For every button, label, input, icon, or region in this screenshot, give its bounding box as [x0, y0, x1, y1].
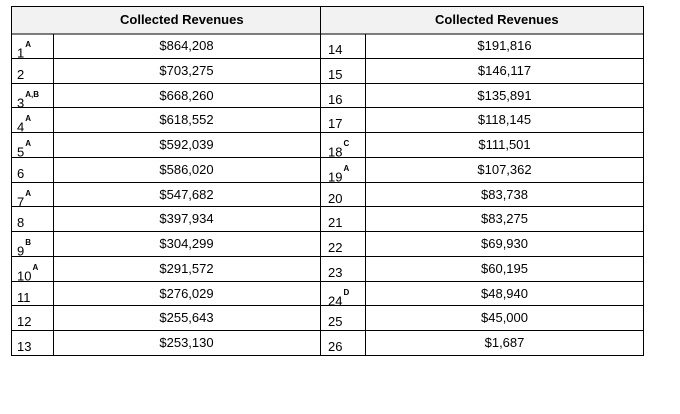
collected-revenue-value: $291,572 — [159, 260, 214, 276]
rank-cell: 5A — [17, 139, 32, 160]
rank-cell: 8 — [17, 216, 24, 229]
rank-number: 19 — [328, 169, 343, 185]
rank-cell: 4A — [17, 114, 32, 135]
collected-revenue-value: $135,891 — [477, 87, 532, 103]
collected-revenue-value: $118,145 — [477, 112, 532, 128]
collected-revenue-value: $48,940 — [481, 285, 528, 301]
rank-number: 26 — [328, 339, 343, 355]
rank-number: 13 — [17, 339, 32, 355]
collected-revenue-value: $703,275 — [159, 62, 214, 78]
rank-cell: 20 — [328, 192, 342, 205]
rank-number: 1 — [17, 45, 25, 61]
collected-revenue-value: $586,020 — [159, 161, 214, 177]
collected-revenue-value: $69,930 — [481, 236, 528, 252]
collected-revenue-value: $45,000 — [481, 310, 528, 326]
rank-cell: 25 — [328, 315, 342, 328]
collected-revenue-value: $253,130 — [159, 335, 214, 351]
rank-number: 5 — [17, 144, 25, 160]
rank-number: 10 — [17, 268, 32, 284]
collected-revenue-value: $864,208 — [159, 38, 214, 53]
rank-number: 22 — [328, 240, 343, 256]
collected-revenue-value: $83,275 — [481, 211, 528, 227]
rank-number: 20 — [328, 190, 343, 206]
rank-number: 16 — [328, 91, 343, 107]
rank-cell: 1A — [17, 40, 32, 61]
rank-number: 17 — [328, 116, 343, 132]
header-background — [11, 6, 644, 34]
collected-revenue-value: $60,195 — [481, 260, 528, 276]
rank-number: 4 — [17, 119, 25, 135]
collected-revenue-value: $304,299 — [159, 236, 214, 252]
collected-revenue-value: $107,362 — [477, 161, 532, 177]
collected-revenue-value: $592,039 — [159, 137, 214, 153]
rank-number: 12 — [17, 314, 32, 330]
collected-revenue-value: $276,029 — [159, 285, 214, 301]
rank-footnote: A — [25, 40, 32, 49]
rank-footnote: A — [25, 139, 32, 149]
rank-cell: 3A,B — [17, 89, 40, 110]
collected-revenue-value: $83,738 — [481, 186, 528, 202]
rank-cell: 26 — [328, 340, 342, 353]
rank-number: 2 — [17, 66, 25, 82]
rank-cell: 10A — [17, 262, 39, 284]
rank-cell: 22 — [328, 241, 342, 254]
rank-footnote: C — [343, 139, 350, 149]
rank-footnote: A — [32, 262, 39, 272]
collected-revenue-value: $191,816 — [477, 38, 532, 53]
rank-cell: 18C — [328, 139, 350, 160]
rank-footnote: B — [25, 238, 32, 248]
rank-cell: 2 — [17, 68, 24, 81]
table-grid-lines — [11, 6, 644, 356]
collected-revenue-value: $547,682 — [159, 186, 214, 202]
rank-footnote: A — [25, 188, 32, 198]
rank-cell: 11 — [17, 291, 31, 304]
rank-footnote: A,B — [25, 89, 40, 99]
rank-number: 14 — [328, 42, 343, 57]
rank-number: 18 — [328, 144, 343, 160]
rank-cell: 12 — [17, 315, 31, 328]
rank-number: 15 — [328, 66, 343, 82]
rank-number: 9 — [17, 243, 25, 259]
rank-number: 6 — [17, 165, 25, 181]
rank-number: 8 — [17, 215, 25, 231]
rank-number: 24 — [328, 293, 343, 309]
collected-revenue-value: $111,501 — [478, 137, 531, 153]
rank-cell: 21 — [328, 216, 342, 229]
rank-cell: 6 — [17, 167, 24, 180]
revenue-table: Collected Revenues Collected Revenues 1A… — [11, 6, 644, 356]
header-left-collected-revenues: Collected Revenues — [120, 12, 244, 27]
rank-number: 11 — [17, 289, 31, 305]
rank-cell: 16 — [328, 93, 342, 106]
rank-footnote: A — [343, 163, 350, 173]
rank-cell: 15 — [328, 68, 342, 81]
collected-revenue-value: $146,117 — [477, 62, 532, 78]
rank-cell: 13 — [17, 340, 31, 353]
collected-revenue-value: $618,552 — [159, 112, 214, 128]
collected-revenue-value: $1,687 — [484, 335, 525, 351]
header-right-collected-revenues: Collected Revenues — [435, 12, 559, 27]
rank-number: 3 — [17, 94, 25, 110]
rank-cell: 9B — [17, 238, 32, 259]
rank-footnote: A — [25, 114, 32, 124]
rank-cell: 24D — [328, 287, 350, 309]
collected-revenue-value: $668,260 — [159, 87, 214, 103]
rank-number: 7 — [17, 193, 25, 209]
rank-cell: 23 — [328, 266, 342, 279]
rank-cell: 17 — [328, 117, 342, 130]
rank-cell: 19A — [328, 163, 350, 185]
rank-number: 23 — [328, 264, 343, 280]
rank-number: 25 — [328, 314, 343, 330]
collected-revenue-value: $397,934 — [159, 211, 214, 227]
collected-revenue-value: $255,643 — [159, 310, 214, 326]
rank-cell: 14 — [328, 43, 342, 56]
rank-cell: 7A — [17, 188, 32, 209]
rank-number: 21 — [328, 215, 343, 231]
rank-footnote: D — [343, 287, 350, 297]
